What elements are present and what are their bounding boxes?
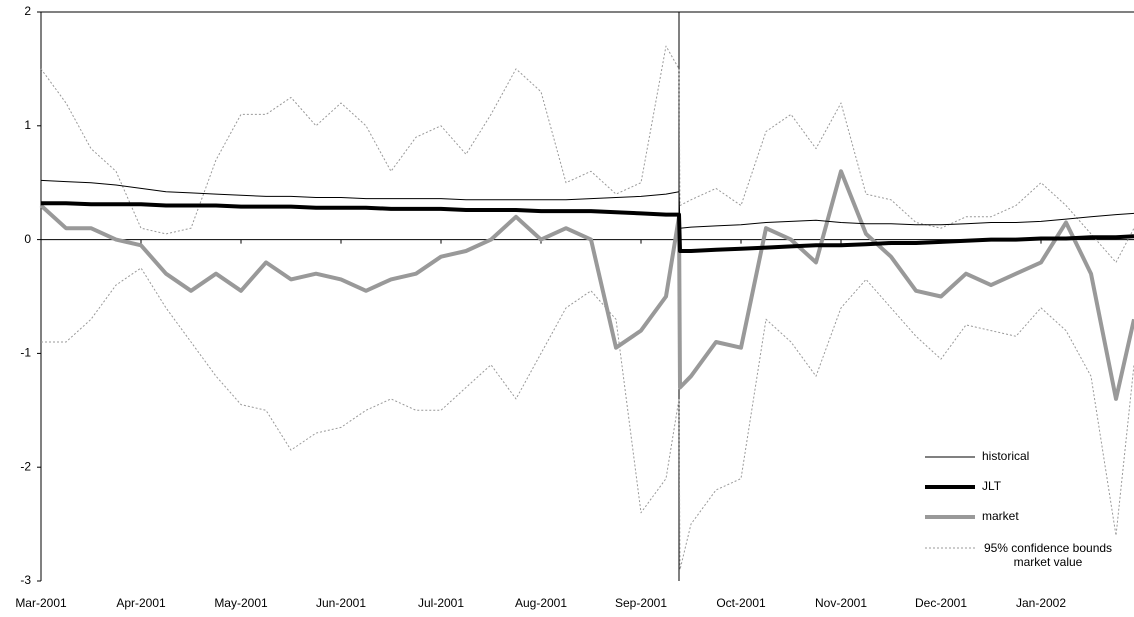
y-tick-label: -3 [20,573,31,587]
y-tick-label: 1 [24,118,31,132]
x-tick-label: Oct-2001 [716,596,766,610]
series-line [41,201,1134,253]
series-line [40,179,1134,229]
x-tick-label: Aug-2001 [515,596,567,610]
y-tick-label: -2 [20,459,31,473]
legend-label: market [982,509,1019,523]
x-tick-label: Mar-2001 [15,596,67,610]
series-line [39,169,1134,401]
x-tick-label: Jun-2001 [316,596,366,610]
series-line [40,45,1134,263]
x-tick-label: Jul-2001 [418,596,464,610]
x-tick-label: Dec-2001 [915,596,967,610]
x-tick-label: Apr-2001 [116,596,166,610]
x-tick-label: Sep-2001 [615,596,667,610]
x-tick-label: Nov-2001 [815,596,867,610]
y-tick-label: -1 [20,346,31,360]
y-tick-label: 0 [24,232,31,246]
y-tick-label: 2 [24,4,31,18]
series-line [41,267,1134,571]
x-tick-label: Jan-2002 [1016,596,1066,610]
legend-label: historical [982,449,1029,463]
legend-label: JLT [982,479,1002,493]
x-tick-label: May-2001 [214,596,268,610]
legend-label: 95% confidence bounds market value [983,541,1113,569]
